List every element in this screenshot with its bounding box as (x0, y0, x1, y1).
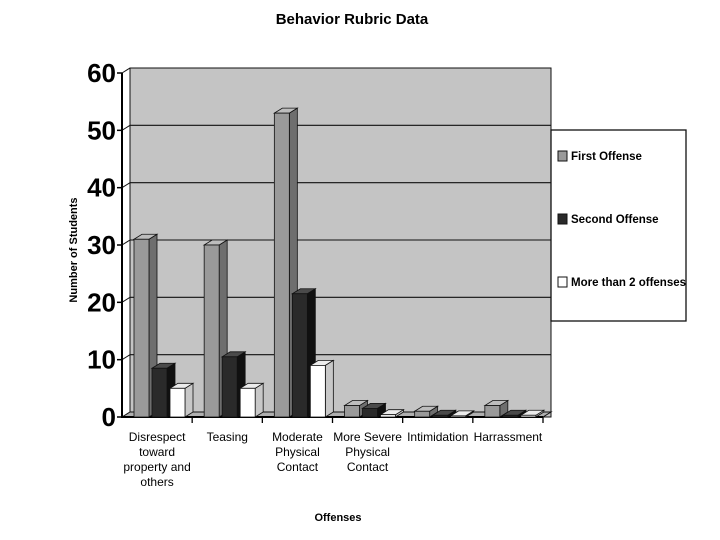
y-tick-label: 20 (87, 287, 116, 317)
x-tick-label: Moderate Physical Contact (272, 430, 323, 474)
bar-front (502, 414, 519, 418)
bar (449, 410, 476, 418)
x-tick-label: Harrassment (474, 430, 543, 444)
bar (308, 359, 335, 418)
bars (132, 107, 546, 418)
x-tick-labels: Disrespect toward property and others Teasin… (123, 417, 544, 489)
legend-swatch (557, 213, 568, 225)
legend: First Offense Second Offense More than 2 o… (550, 129, 687, 322)
x-tick-label: Teasing (207, 430, 248, 444)
bar (132, 233, 159, 418)
legend-swatch (557, 276, 568, 288)
bar-front (432, 414, 449, 418)
bar-front (520, 414, 537, 418)
x-tick-label: Intimidation (407, 430, 468, 444)
bar-front (414, 410, 431, 418)
bar-front (273, 112, 290, 418)
bar-front (151, 367, 168, 418)
bar-front (291, 293, 308, 418)
plot-area (120, 67, 553, 418)
bar (168, 382, 195, 418)
bar (361, 402, 387, 418)
gridline-depth (121, 296, 131, 303)
bar-front (239, 387, 256, 418)
bar (238, 382, 265, 418)
x-tick-label: Disrespect toward property and others (123, 430, 190, 489)
chart-title: Behavior Rubric Data (276, 11, 429, 28)
bar-front (450, 415, 467, 418)
bar (519, 409, 546, 418)
bar (413, 405, 440, 418)
y-tick-label: 10 (87, 345, 116, 375)
legend-box (550, 129, 687, 322)
bar (202, 239, 229, 418)
legend-entry: More than 2 offenses (571, 277, 686, 289)
bar-front (362, 407, 378, 418)
legend-entry: First Offense (571, 151, 642, 163)
bar-side (324, 359, 334, 418)
gridline-depth (121, 182, 131, 189)
bar-front (344, 405, 360, 418)
gridline-depth (121, 354, 131, 361)
bar-front (309, 364, 326, 418)
gridlines (121, 67, 551, 361)
plot-background (129, 67, 552, 418)
y-tick-label: 30 (87, 230, 116, 260)
bar-side (184, 382, 194, 418)
bar (431, 409, 458, 418)
y-axis-label: Number of Students (68, 197, 80, 302)
gridline-depth (121, 239, 131, 246)
gridline-depth (121, 67, 131, 74)
y-tick-label: 40 (87, 173, 116, 203)
bar-side (254, 382, 264, 418)
bar (379, 408, 405, 418)
y-tick-label: 50 (87, 115, 116, 145)
y-tick-label: 0 (102, 402, 116, 432)
bar-front (484, 405, 501, 418)
bar-front (380, 414, 396, 418)
y-tick-labels: 0 10 20 30 40 50 60 (87, 58, 122, 432)
gridline-depth (121, 124, 131, 131)
bar-front (221, 356, 238, 418)
x-axis-label: Offenses (314, 512, 361, 524)
y-tick-label: 60 (87, 58, 116, 88)
x-tick-label: More Severe Physical Contact (333, 430, 402, 474)
bar-front (133, 238, 150, 418)
legend-entry: Second Offense (571, 214, 659, 226)
bar-front (169, 387, 186, 418)
bar-front (203, 244, 220, 418)
legend-swatch (557, 150, 568, 162)
